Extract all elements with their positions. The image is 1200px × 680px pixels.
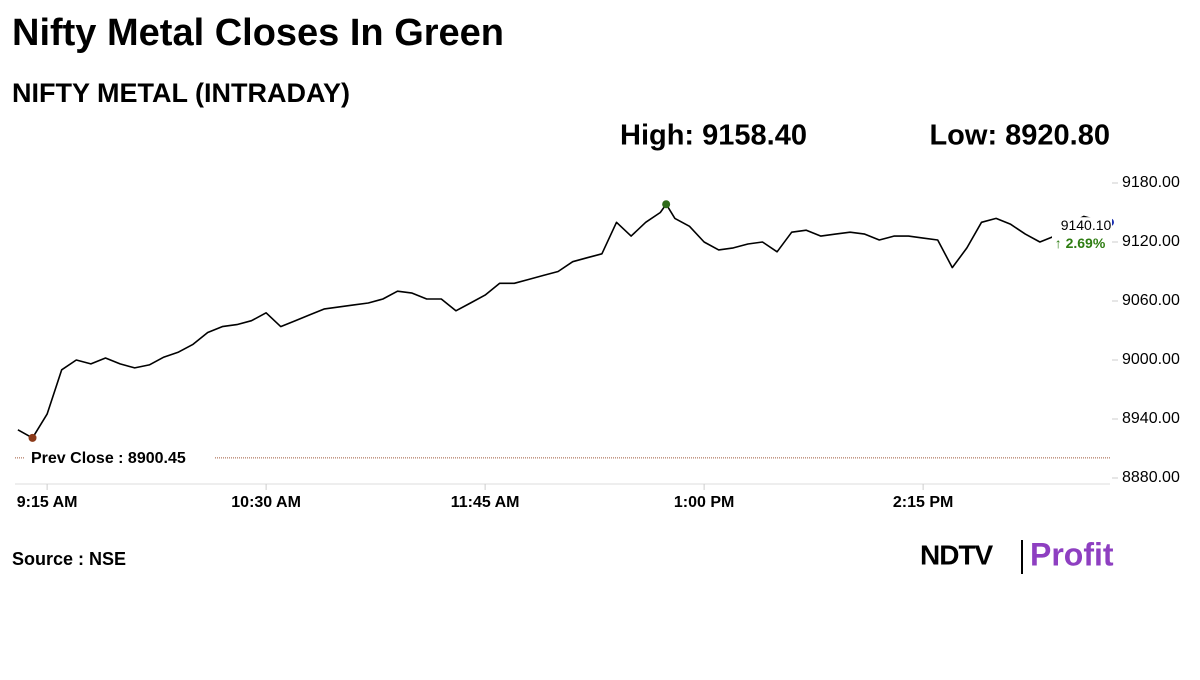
y-tick-label: 9060.00 — [1122, 292, 1180, 309]
high-marker — [662, 200, 671, 209]
source: Source : NSE — [12, 549, 126, 569]
y-tick-label: 9180.00 — [1122, 174, 1180, 191]
chart-title: Nifty Metal Closes In Green — [12, 12, 504, 54]
x-tick-label: 11:45 AM — [451, 494, 520, 511]
prev-close-label: Prev Close : 8900.45 — [31, 450, 186, 467]
x-tick-label: 1:00 PM — [674, 494, 734, 511]
high-label: High: 9158.40 — [620, 120, 807, 152]
x-tick-label: 2:15 PM — [893, 494, 953, 511]
price-line — [17, 203, 1111, 439]
brand-product: Profit — [1030, 536, 1114, 572]
y-tick-label: 8880.00 — [1122, 469, 1180, 486]
y-tick-label: 9120.00 — [1122, 233, 1180, 250]
y-tick-label: 9000.00 — [1122, 351, 1180, 368]
chart-subtitle: NIFTY METAL (INTRADAY) — [12, 78, 350, 108]
last-label: 9140.10 — [1061, 217, 1112, 233]
y-tick-label: 8940.00 — [1122, 410, 1180, 427]
low-label: Low: 8920.80 — [929, 120, 1110, 152]
change-label: ↑ 2.69% — [1055, 235, 1106, 251]
low-marker — [28, 433, 37, 442]
brand-logo: NDTV — [920, 539, 994, 570]
last-label-bg — [1052, 217, 1112, 256]
x-tick-label: 9:15 AM — [17, 494, 78, 511]
prev-close-bg — [24, 446, 214, 469]
x-tick-label: 10:30 AM — [231, 494, 301, 511]
